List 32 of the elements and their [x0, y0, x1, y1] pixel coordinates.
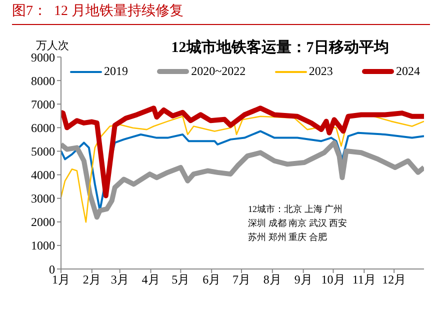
- y-tick-label: 1000: [31, 238, 55, 253]
- annotation: 深圳 成都 南京 武汉 西安: [248, 217, 347, 230]
- y-tick-label: 7000: [31, 97, 55, 112]
- x-tick-label: 4月: [142, 272, 160, 287]
- y-tick-label: 3000: [31, 192, 55, 206]
- x-tick-label: 6月: [202, 272, 221, 287]
- y-tick-label: 5000: [31, 144, 55, 158]
- x-tick-label: 9月: [294, 272, 312, 287]
- y-tick-label: 0: [49, 262, 55, 276]
- chart-title: 图7： 12 月地铁量持续修复: [12, 2, 430, 25]
- legend-label: 2019: [103, 64, 128, 79]
- y-tick-label: 4000: [31, 168, 55, 182]
- x-tick-label: 2月: [82, 272, 101, 287]
- x-tick-label: 7月: [232, 272, 251, 287]
- x-tick-label: 12月: [382, 272, 406, 287]
- y-tick-label: 2000: [31, 215, 55, 230]
- x-tick-label: 10月: [321, 272, 346, 287]
- x-tick-label: 1月: [52, 272, 70, 287]
- y-tick-label: 8000: [31, 74, 55, 88]
- x-tick-label: 8月: [263, 272, 282, 287]
- annotation: 12城市：北京 上海 广州: [248, 203, 342, 216]
- legend-label: 2020~2022: [190, 64, 246, 79]
- y-axis-title: 万人次: [36, 39, 69, 53]
- annotation: 苏州 郑州 重庆 合肥: [248, 231, 327, 244]
- y-tick-label: 6000: [31, 120, 55, 135]
- x-tick-label: 5月: [172, 272, 190, 287]
- x-tick-label: 11月: [352, 272, 376, 287]
- x-tick-label: 3月: [110, 272, 129, 287]
- y-tick-label: 9000: [31, 50, 55, 64]
- chart-subtitle: 12城市地铁客运量：7日移动平均: [170, 38, 390, 57]
- legend-label: 2024: [394, 64, 420, 79]
- legend-label: 2023: [308, 64, 333, 79]
